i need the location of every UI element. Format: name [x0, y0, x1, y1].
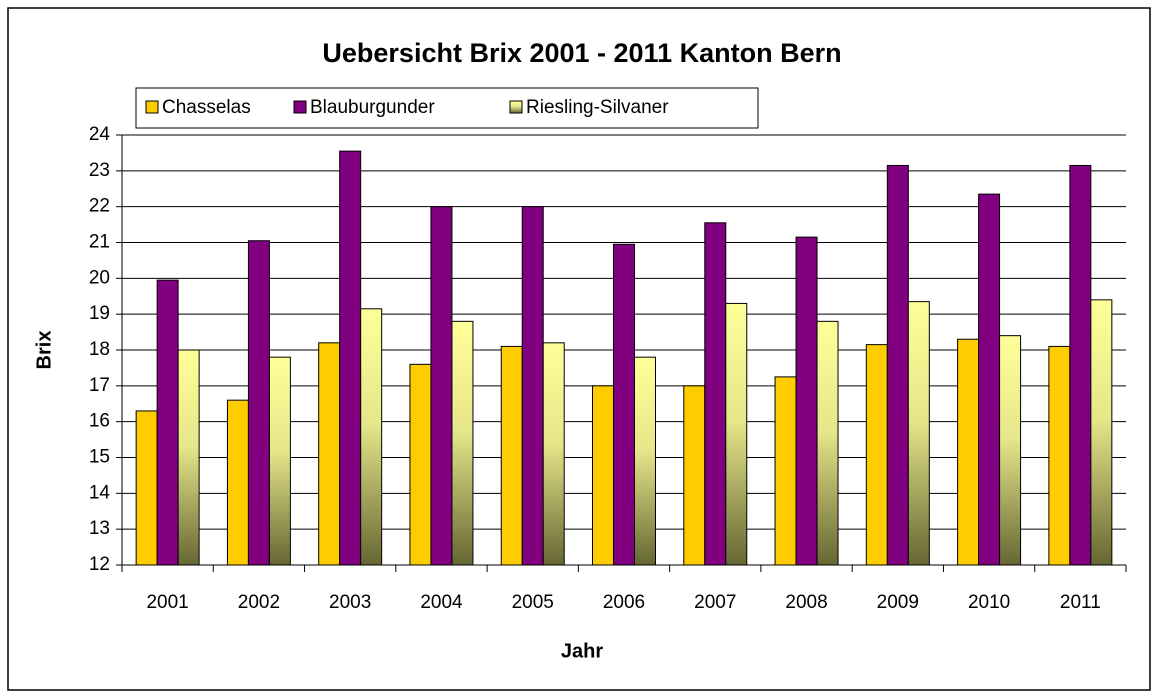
y-tick-label: 15 — [89, 447, 110, 468]
bar — [156, 279, 179, 566]
x-tick-label: 2001 — [146, 592, 188, 613]
bar — [886, 164, 909, 566]
bar — [957, 338, 980, 566]
bar — [1048, 345, 1071, 566]
bar — [542, 342, 565, 566]
bar — [451, 320, 474, 566]
bar — [704, 222, 727, 566]
y-tick-label: 19 — [89, 303, 110, 324]
x-tick-label: 2006 — [603, 592, 645, 613]
bar — [521, 206, 544, 566]
y-tick-label: 20 — [89, 267, 110, 288]
legend-label: Chasselas — [162, 97, 251, 118]
x-tick-label: 2011 — [1060, 592, 1101, 613]
x-tick-label: 2003 — [329, 592, 371, 613]
bar — [500, 345, 523, 566]
x-tick-label: 2005 — [512, 592, 554, 613]
y-tick-label: 13 — [89, 518, 110, 539]
legend-swatch — [145, 100, 159, 114]
bar — [409, 363, 432, 566]
bar — [135, 410, 158, 566]
bar — [592, 385, 615, 566]
y-axis-title: Brix — [33, 331, 55, 370]
y-tick-label: 12 — [89, 554, 110, 575]
y-tick-label: 24 — [89, 124, 111, 145]
bar — [339, 150, 362, 566]
bar — [1090, 299, 1113, 566]
x-tick-label: 2004 — [420, 592, 463, 613]
x-tick-label: 2008 — [785, 592, 827, 613]
bar — [774, 376, 797, 566]
x-tick-label: 2010 — [968, 592, 1010, 613]
bar — [907, 301, 930, 566]
bar — [430, 206, 453, 566]
bar — [247, 240, 270, 566]
legend — [135, 87, 759, 129]
y-tick-label: 22 — [89, 196, 110, 217]
y-tick-label: 16 — [89, 411, 110, 432]
bar — [725, 302, 748, 566]
y-tick-label: 17 — [89, 375, 110, 396]
bar — [268, 356, 291, 566]
legend-label: Riesling-Silvaner — [526, 97, 669, 118]
y-tick-label: 21 — [89, 232, 110, 253]
x-tick-label: 2009 — [877, 592, 919, 613]
bar — [318, 342, 341, 566]
legend-swatch — [509, 100, 523, 114]
bar — [613, 243, 635, 566]
legend-label: Blauburgunder — [310, 97, 435, 118]
bar — [633, 356, 656, 566]
bar — [795, 236, 818, 566]
chart-title: Uebersicht Brix 2001 - 2011 Kanton Bern — [322, 38, 841, 68]
y-tick-label: 18 — [89, 339, 110, 360]
bar — [978, 193, 1001, 566]
bar — [177, 349, 200, 566]
bar — [683, 385, 706, 566]
x-tick-label: 2002 — [238, 592, 280, 613]
bar — [999, 335, 1022, 566]
x-tick-label: 2007 — [694, 592, 736, 613]
legend-swatch — [293, 100, 307, 114]
y-tick-label: 14 — [89, 482, 111, 503]
x-axis-title: Jahr — [561, 640, 603, 662]
bar — [226, 399, 249, 566]
bar — [816, 320, 839, 566]
y-tick-label: 23 — [89, 160, 110, 181]
bar — [360, 308, 383, 566]
bar — [1069, 164, 1092, 566]
bar — [865, 344, 888, 566]
